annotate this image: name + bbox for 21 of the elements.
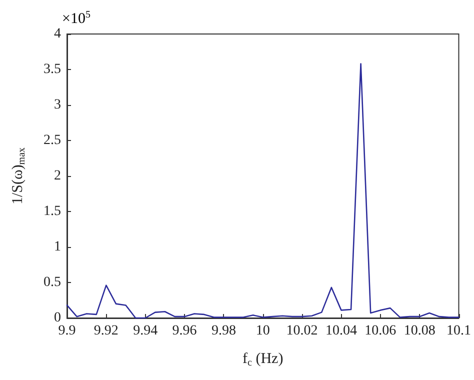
y-tick-label: 0.5	[44, 275, 61, 290]
x-tick-label: 10.08	[404, 324, 436, 338]
y-axis-title: 1/S(ω)max	[10, 147, 28, 205]
y-tick-label: 1.5	[44, 204, 61, 219]
x-tick-label: 10.04	[325, 324, 357, 338]
y-tick-label: 1	[54, 240, 61, 254]
x-tick-label: 9.9	[58, 324, 76, 338]
x-tick-label: 9.98	[211, 324, 236, 338]
y-tick-label: 0	[54, 310, 61, 326]
x-tick-label: 10.06	[364, 324, 396, 338]
y-tick-label: 3.5	[44, 62, 61, 77]
x-tick-label: 9.96	[172, 324, 197, 338]
x-tick-label: 10.02	[286, 324, 318, 338]
y-tick-label: 3	[54, 98, 61, 112]
y-tick-label: 2.5	[44, 133, 61, 148]
x-tick-label: 10.1	[446, 324, 471, 338]
x-tick-label: 10	[256, 324, 270, 338]
x-tick-label: 9.94	[133, 324, 158, 338]
y-tick-label: 2	[54, 168, 61, 184]
y-tick-label: 4	[54, 26, 61, 42]
x-tick-label: 9.92	[94, 324, 118, 338]
